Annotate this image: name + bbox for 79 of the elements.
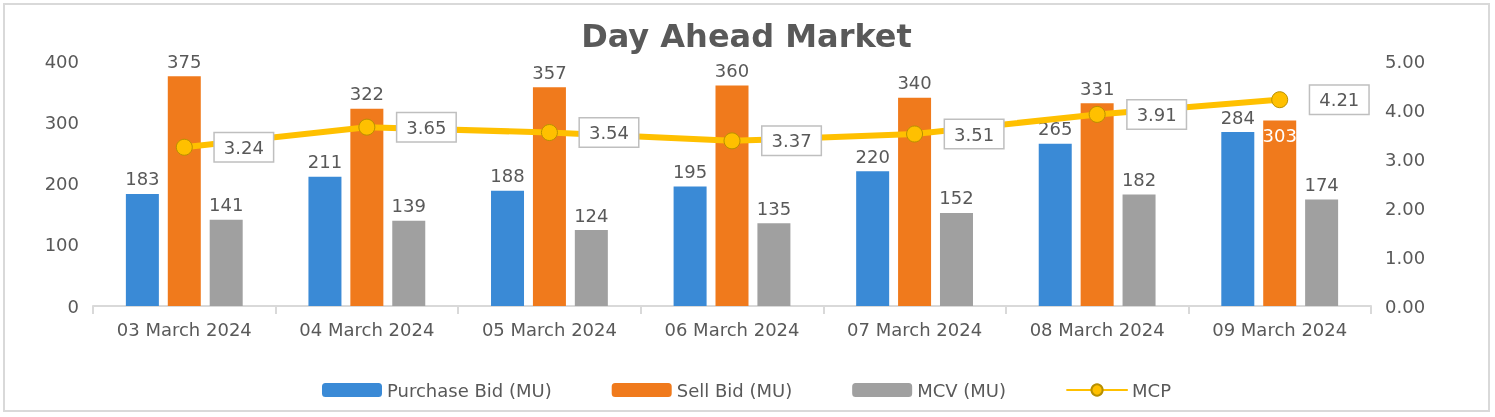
data-label: 3.37	[771, 130, 812, 152]
data-label: 139	[391, 195, 426, 217]
data-label: 3.91	[1136, 103, 1177, 125]
x-tick-label: 08 March 2024	[1029, 318, 1165, 340]
bar	[491, 190, 525, 306]
data-label: 3.51	[954, 123, 995, 145]
bar	[574, 230, 608, 306]
data-label: 284	[1220, 106, 1255, 128]
y-tick-label: 100	[44, 234, 79, 256]
y-tick-label: 200	[44, 173, 79, 194]
data-label: 124	[574, 204, 609, 226]
chart-title: Day Ahead Market	[581, 17, 912, 55]
legend-label: MCP	[1132, 379, 1172, 401]
legend-label: Purchase Bid (MU)	[386, 379, 552, 401]
y-tick-label: 300	[44, 111, 79, 133]
data-label: 322	[349, 83, 385, 105]
point	[358, 118, 376, 136]
point	[540, 124, 558, 142]
data-label: 182	[1121, 169, 1157, 191]
bar	[1305, 199, 1339, 306]
bar	[1263, 120, 1297, 306]
bar	[1221, 132, 1255, 306]
x-tick-label: 09 March 2024	[1212, 318, 1348, 340]
data-label: 195	[672, 161, 708, 183]
x-tick-label: 03 March 2024	[116, 318, 252, 340]
bar	[350, 108, 384, 306]
bar	[125, 193, 159, 306]
data-label: 331	[1079, 77, 1115, 99]
data-label: 141	[209, 194, 244, 216]
bar	[715, 85, 749, 306]
legend-label: Sell Bid (MU)	[676, 379, 793, 401]
y-tick-label: 0	[67, 295, 79, 317]
bar	[1038, 143, 1072, 306]
bar	[856, 171, 890, 306]
data-label: 183	[125, 168, 160, 190]
data-label: 340	[897, 72, 932, 94]
data-label: 357	[532, 61, 567, 83]
data-label: 3.24	[223, 136, 264, 158]
data-label: 220	[855, 145, 890, 167]
y-tick-label: 400	[44, 50, 79, 72]
x-tick-label: 04 March 2024	[299, 318, 435, 340]
x-tick-label: 07 March 2024	[847, 318, 983, 340]
bar	[308, 176, 342, 306]
bar	[1080, 103, 1114, 306]
legend-label: MCV (MU)	[917, 379, 1007, 401]
y2-tick-label: 5.00	[1385, 50, 1426, 72]
bar	[532, 87, 566, 306]
bar	[757, 223, 791, 306]
point	[1088, 105, 1106, 123]
data-label: 135	[756, 197, 792, 219]
data-label: 3.54	[588, 122, 630, 144]
bar	[209, 219, 243, 306]
data-label: 152	[939, 187, 974, 209]
bar	[898, 97, 932, 306]
y2-tick-label: 0.00	[1385, 295, 1426, 317]
bar	[673, 186, 707, 306]
y2-tick-label: 4.00	[1385, 99, 1426, 121]
data-label: 3.65	[406, 116, 447, 138]
data-label: 188	[490, 165, 525, 187]
bar	[392, 220, 426, 306]
y2-tick-label: 2.00	[1385, 197, 1426, 219]
point	[1271, 91, 1289, 109]
bar	[167, 76, 201, 306]
data-label: 360	[714, 60, 750, 81]
data-label: 211	[307, 151, 343, 173]
x-tick-label: 06 March 2024	[664, 318, 800, 340]
point	[175, 138, 193, 156]
y2-tick-label: 1.00	[1385, 246, 1426, 268]
y2-tick-label: 3.00	[1385, 148, 1426, 170]
data-label: 265	[1038, 118, 1073, 140]
data-label: 375	[167, 50, 202, 72]
data-label: 4.21	[1319, 89, 1360, 111]
bar	[939, 212, 973, 306]
data-label: 303	[1262, 124, 1297, 146]
bar	[1122, 194, 1156, 306]
data-label: 174	[1304, 173, 1339, 195]
point	[723, 132, 741, 150]
x-tick-label: 05 March 2024	[481, 318, 617, 340]
point	[906, 125, 924, 143]
